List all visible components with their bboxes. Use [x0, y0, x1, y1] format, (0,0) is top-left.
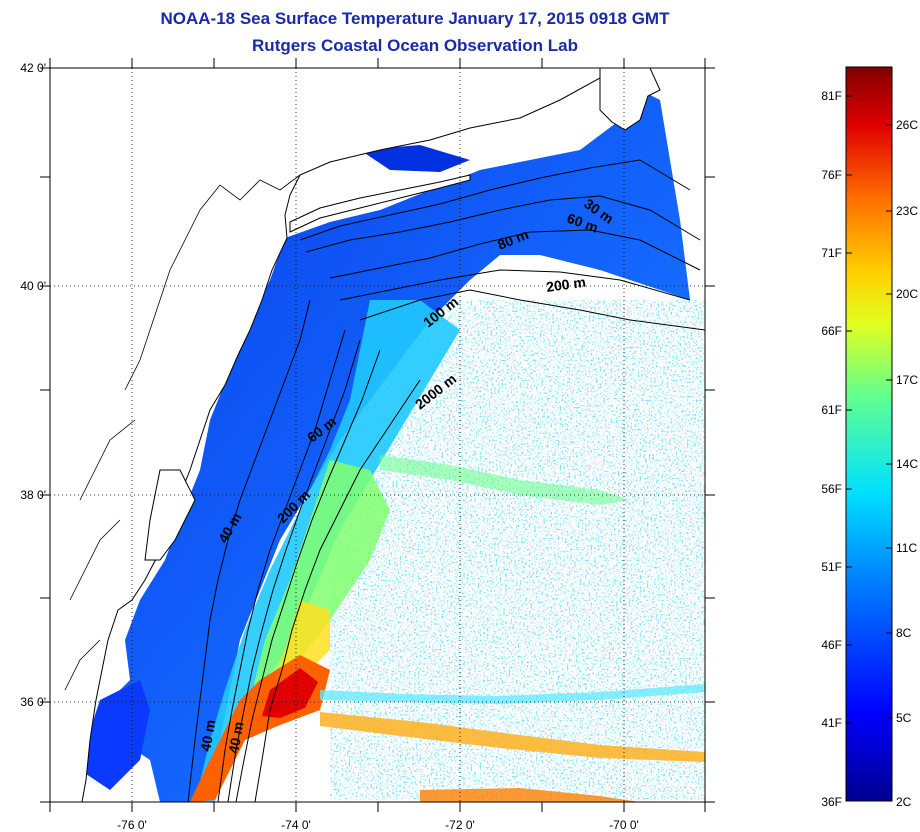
warm-streak-1 [320, 712, 705, 762]
warm-streak-2 [420, 788, 640, 802]
colorbar-c-label: 23C [896, 204, 918, 218]
contour-label: 40 m [225, 720, 246, 754]
map-title: NOAA-18 Sea Surface Temperature January … [160, 9, 670, 28]
map-subtitle: Rutgers Coastal Ocean Observation Lab [252, 36, 578, 55]
bathymetry-contours [187, 159, 705, 802]
axis-ticks [40, 58, 715, 812]
colorbar-f-label: 61F [821, 403, 842, 417]
colorbar-f-label: 76F [821, 168, 842, 182]
sound-water [360, 145, 470, 172]
contour-label: 40 m [197, 718, 218, 752]
colorbar-f-label: 46F [821, 638, 842, 652]
pamlico-water [80, 680, 150, 790]
lat-label: 42 0' [20, 61, 46, 75]
colorbar-f-label: 41F [821, 716, 842, 730]
green-speckle-band [380, 455, 630, 505]
colorbar-c-label: 17C [896, 373, 918, 387]
land-delmarva [144, 469, 196, 561]
colorbar-c-label: 2C [896, 795, 912, 809]
colorbar-c-label: 14C [896, 457, 918, 471]
colorbar-f-label: 51F [821, 560, 842, 574]
land-long-island [289, 174, 471, 233]
land-mainland [50, 68, 601, 802]
colorbar-c-label: 11C [896, 541, 917, 555]
lat-label: 38 0' [20, 488, 46, 502]
colorbar-c-label: 5C [896, 711, 912, 725]
map-area: 30 m 60 m 80 m 200 m 100 m 2000 m 60 m 2… [50, 68, 705, 802]
colorbar-f-label: 36F [821, 795, 842, 809]
colorbar-c-label: 20C [896, 287, 918, 301]
contour-label: 200 m [545, 274, 587, 295]
lon-label: -70 0' [609, 818, 639, 832]
lon-label: -72 0' [445, 818, 475, 832]
lat-label: 36 0' [20, 695, 46, 709]
colorbar-f-label: 81F [821, 89, 842, 103]
colorbar-f-label: 66F [821, 324, 842, 338]
lon-label: -76 0' [117, 818, 147, 832]
colorbar-gradient [845, 66, 893, 802]
land-cape-cod [599, 68, 661, 131]
warm-streak-3 [320, 684, 705, 704]
lat-label: 40 0' [20, 279, 46, 293]
colorbar-f-label: 71F [821, 246, 842, 260]
colorbar-c-label: 26C [896, 118, 918, 132]
colorbar-f-label: 56F [821, 482, 842, 496]
colorbar-c-label: 8C [896, 626, 912, 640]
lon-label: -74 0' [281, 818, 311, 832]
gulfstream-green [250, 460, 390, 700]
gulfstream-hot [262, 668, 318, 718]
colorbar: 81F 76F 71F 66F 61F 56F 51F 46F 41F 36F … [821, 66, 918, 809]
